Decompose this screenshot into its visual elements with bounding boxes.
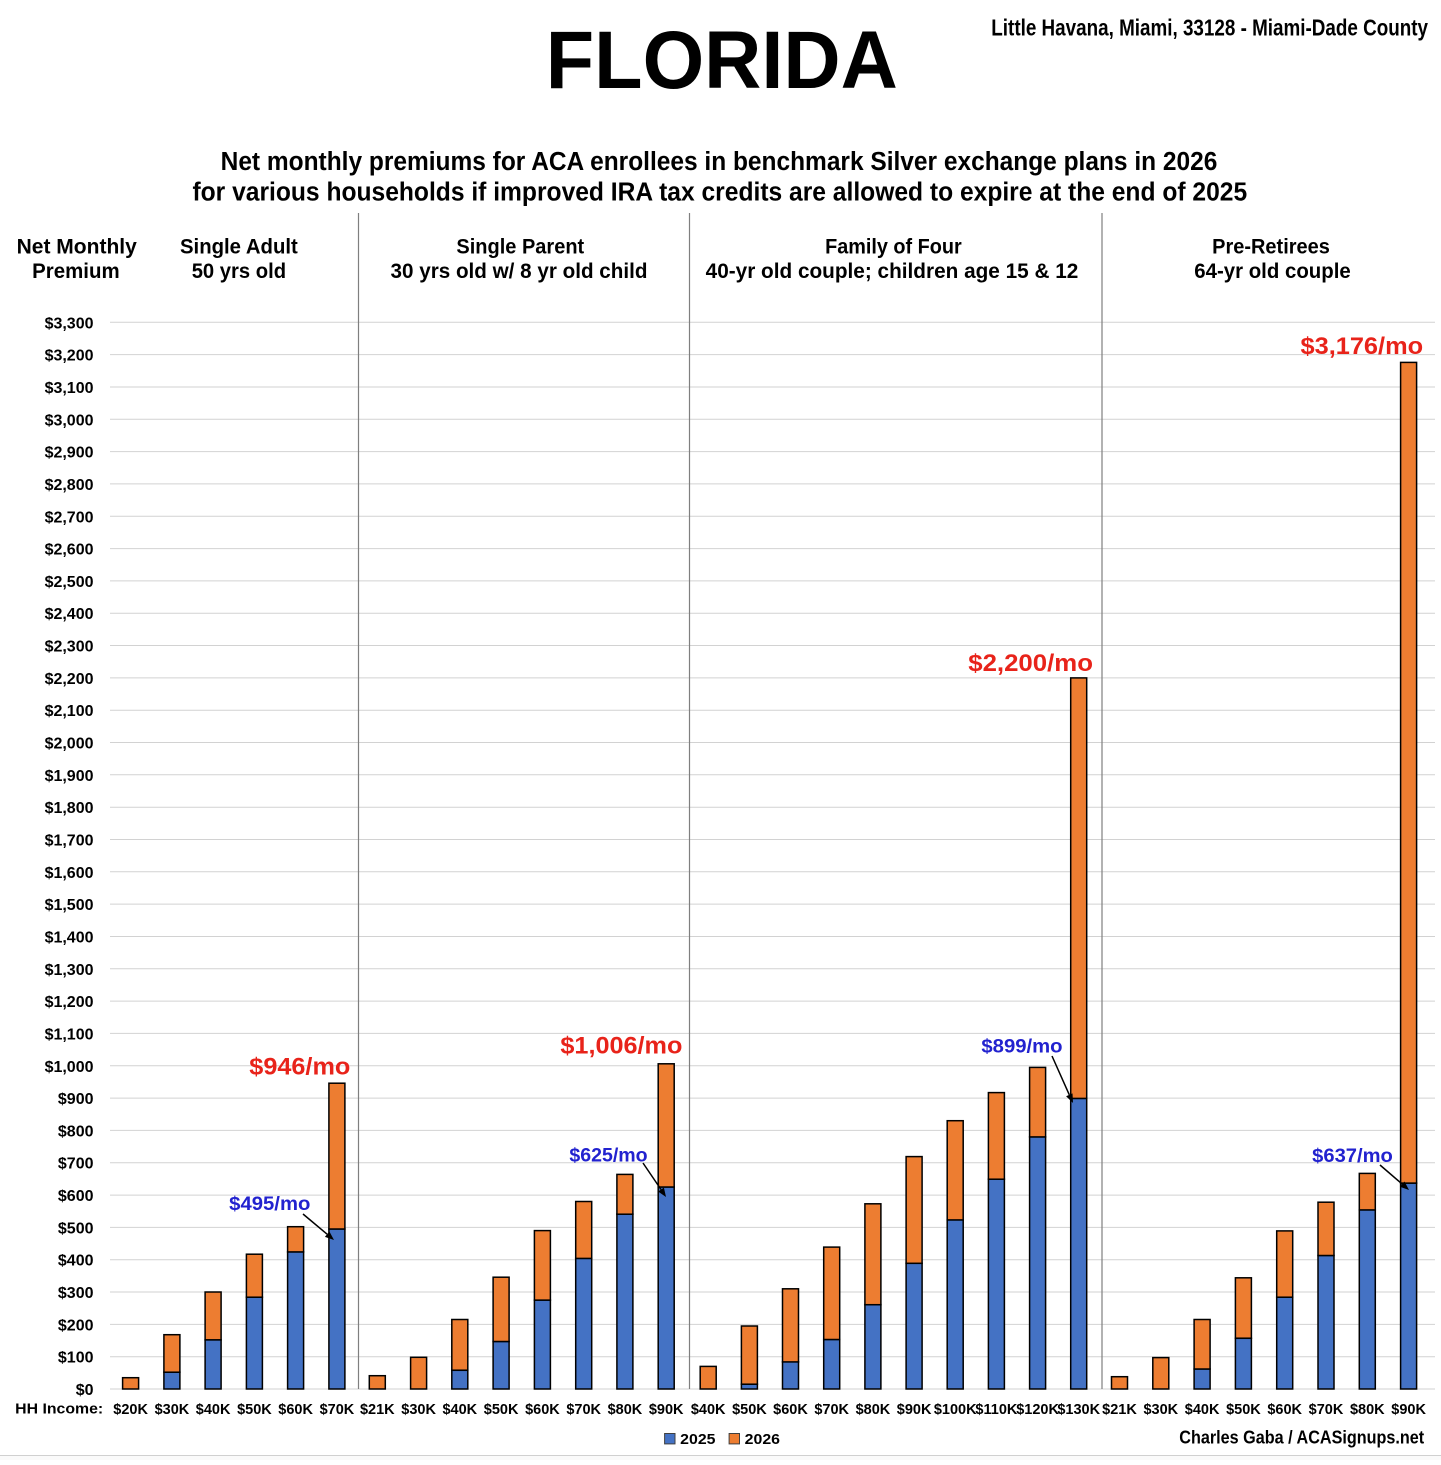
svg-text:$70K: $70K bbox=[566, 1402, 601, 1418]
svg-text:$500: $500 bbox=[58, 1220, 94, 1237]
svg-text:$2,100: $2,100 bbox=[45, 703, 94, 720]
svg-text:$2,700: $2,700 bbox=[45, 509, 94, 526]
svg-text:$60K: $60K bbox=[773, 1402, 808, 1418]
svg-text:$2,800: $2,800 bbox=[45, 477, 94, 494]
svg-text:$50K: $50K bbox=[484, 1402, 519, 1418]
svg-text:$40K: $40K bbox=[442, 1402, 477, 1418]
svg-text:$80K: $80K bbox=[608, 1402, 643, 1418]
svg-text:$3,300: $3,300 bbox=[45, 315, 94, 332]
svg-text:Premium: Premium bbox=[32, 260, 120, 283]
svg-text:$1,100: $1,100 bbox=[45, 1026, 94, 1043]
svg-text:$3,176/mo: $3,176/mo bbox=[1301, 333, 1424, 360]
svg-text:HH Income:: HH Income: bbox=[15, 1401, 103, 1418]
svg-text:$120K: $120K bbox=[1016, 1402, 1059, 1418]
svg-text:$400: $400 bbox=[58, 1253, 94, 1270]
svg-text:$70K: $70K bbox=[320, 1402, 355, 1418]
svg-text:Net Monthly: Net Monthly bbox=[17, 236, 138, 259]
svg-text:$100K: $100K bbox=[934, 1402, 977, 1418]
svg-text:$60K: $60K bbox=[525, 1402, 560, 1418]
svg-text:$1,006/mo: $1,006/mo bbox=[560, 1033, 682, 1060]
svg-text:$495/mo: $495/mo bbox=[229, 1193, 310, 1215]
svg-text:$3,100: $3,100 bbox=[45, 380, 94, 397]
svg-text:$50K: $50K bbox=[237, 1402, 272, 1418]
svg-text:$3,000: $3,000 bbox=[45, 412, 94, 429]
svg-text:$2,200: $2,200 bbox=[45, 671, 94, 688]
svg-text:$30K: $30K bbox=[1143, 1402, 1178, 1418]
svg-text:for various households if impr: for various households if improved IRA t… bbox=[192, 179, 1247, 207]
svg-text:$30K: $30K bbox=[155, 1402, 190, 1418]
svg-text:$40K: $40K bbox=[196, 1402, 231, 1418]
svg-text:$2,600: $2,600 bbox=[45, 542, 94, 559]
svg-text:$899/mo: $899/mo bbox=[981, 1035, 1062, 1057]
svg-text:$70K: $70K bbox=[1309, 1402, 1344, 1418]
svg-text:$21K: $21K bbox=[360, 1402, 395, 1418]
svg-text:30 yrs old w/ 8 yr old child: 30 yrs old w/ 8 yr old child bbox=[391, 260, 648, 283]
svg-text:Pre-Retirees: Pre-Retirees bbox=[1212, 236, 1330, 259]
svg-text:$2,200/mo: $2,200/mo bbox=[968, 650, 1093, 677]
svg-text:$20K: $20K bbox=[113, 1402, 148, 1418]
svg-text:$1,900: $1,900 bbox=[45, 768, 94, 785]
svg-text:Single Adult: Single Adult bbox=[180, 236, 298, 259]
svg-text:$80K: $80K bbox=[856, 1402, 891, 1418]
svg-text:$70K: $70K bbox=[814, 1402, 849, 1418]
svg-text:$40K: $40K bbox=[691, 1402, 726, 1418]
svg-text:$1,500: $1,500 bbox=[45, 897, 94, 914]
svg-text:$3,200: $3,200 bbox=[45, 348, 94, 365]
svg-text:$2,500: $2,500 bbox=[45, 574, 94, 591]
svg-text:$2,900: $2,900 bbox=[45, 445, 94, 462]
svg-text:$90K: $90K bbox=[897, 1402, 932, 1418]
svg-text:$0: $0 bbox=[76, 1382, 94, 1399]
svg-text:$637/mo: $637/mo bbox=[1312, 1145, 1393, 1167]
svg-text:$21K: $21K bbox=[1102, 1402, 1137, 1418]
svg-text:$700: $700 bbox=[58, 1156, 94, 1173]
svg-text:$946/mo: $946/mo bbox=[249, 1054, 350, 1081]
svg-text:$600: $600 bbox=[58, 1188, 94, 1205]
svg-text:$300: $300 bbox=[58, 1285, 94, 1302]
svg-text:$800: $800 bbox=[58, 1123, 94, 1140]
svg-text:$110K: $110K bbox=[975, 1402, 1017, 1418]
svg-text:$50K: $50K bbox=[1226, 1402, 1261, 1418]
svg-text:2025: 2025 bbox=[680, 1431, 715, 1448]
svg-text:$1,400: $1,400 bbox=[45, 930, 94, 947]
svg-text:Single Parent: Single Parent bbox=[456, 236, 584, 259]
svg-text:$130K: $130K bbox=[1057, 1402, 1100, 1418]
svg-text:Net monthly premiums for ACA e: Net monthly premiums for ACA enrollees i… bbox=[221, 148, 1218, 176]
svg-text:$2,000: $2,000 bbox=[45, 736, 94, 753]
svg-text:Little Havana, Miami, 33128 -: Little Havana, Miami, 33128 - Miami-Dade… bbox=[991, 15, 1428, 41]
svg-text:2026: 2026 bbox=[745, 1431, 780, 1448]
svg-text:$80K: $80K bbox=[1350, 1402, 1385, 1418]
svg-text:40-yr old couple; children age: 40-yr old couple; children age 15 & 12 bbox=[706, 260, 1079, 283]
svg-text:Charles Gaba / ACASignups.net: Charles Gaba / ACASignups.net bbox=[1179, 1428, 1424, 1448]
svg-text:$1,600: $1,600 bbox=[45, 865, 94, 882]
svg-text:$2,400: $2,400 bbox=[45, 606, 94, 623]
svg-text:$50K: $50K bbox=[732, 1402, 767, 1418]
svg-text:64-yr old couple: 64-yr old couple bbox=[1194, 260, 1351, 283]
svg-text:$200: $200 bbox=[58, 1317, 94, 1334]
svg-text:$1,200: $1,200 bbox=[45, 994, 94, 1011]
svg-text:Family of Four: Family of Four bbox=[825, 236, 962, 259]
svg-text:$2,300: $2,300 bbox=[45, 639, 94, 656]
svg-text:$1,300: $1,300 bbox=[45, 962, 94, 979]
svg-text:$60K: $60K bbox=[278, 1402, 313, 1418]
svg-text:$1,000: $1,000 bbox=[45, 1059, 94, 1076]
svg-text:$625/mo: $625/mo bbox=[569, 1144, 647, 1166]
svg-text:$1,800: $1,800 bbox=[45, 800, 94, 817]
svg-text:$40K: $40K bbox=[1185, 1402, 1220, 1418]
svg-text:$90K: $90K bbox=[649, 1402, 684, 1418]
svg-text:FLORIDA: FLORIDA bbox=[546, 15, 898, 106]
svg-text:$60K: $60K bbox=[1267, 1402, 1302, 1418]
svg-text:$1,700: $1,700 bbox=[45, 833, 94, 850]
svg-text:$30K: $30K bbox=[401, 1402, 436, 1418]
svg-text:50 yrs old: 50 yrs old bbox=[192, 260, 286, 283]
svg-text:$90K: $90K bbox=[1391, 1402, 1426, 1418]
svg-text:$100: $100 bbox=[58, 1350, 94, 1367]
svg-text:$900: $900 bbox=[58, 1091, 94, 1108]
